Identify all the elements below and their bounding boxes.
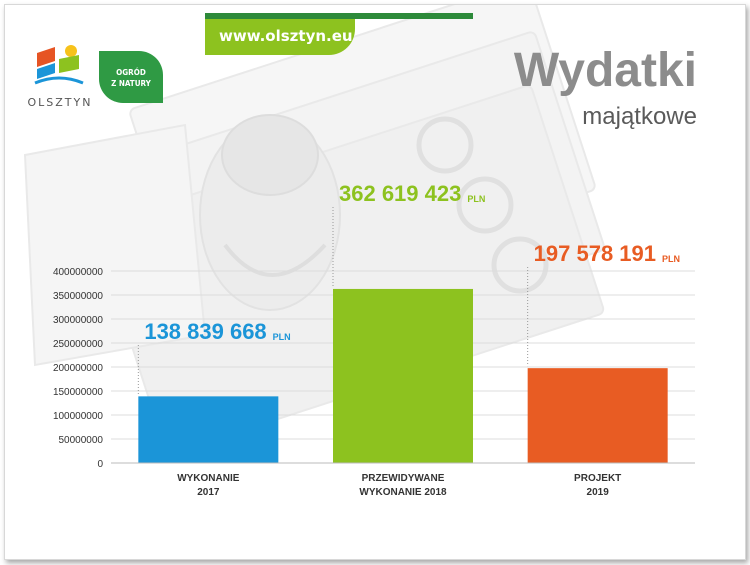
olsztyn-logo-text: OLSZTYN: [27, 96, 93, 109]
url-tab: [205, 19, 355, 55]
page-subtitle: majątkowe: [582, 103, 697, 130]
bar: [527, 368, 668, 463]
x-category-label: 2019: [587, 487, 610, 498]
olsztyn-logo: [34, 45, 84, 85]
y-tick-label: 250000000: [53, 339, 103, 350]
bar: [138, 396, 279, 463]
x-category-label: PROJEKT: [574, 473, 621, 484]
unit-label: PLN: [273, 332, 291, 342]
banknote-background-image: [23, 5, 605, 455]
y-tick-label: 100000000: [53, 411, 103, 422]
unit-label: PLN: [467, 194, 485, 204]
y-tick-label: 300000000: [53, 315, 103, 326]
y-tick-label: 200000000: [53, 363, 103, 374]
y-tick-label: 0: [97, 459, 103, 470]
x-category-label: PRZEWIDYWANE: [362, 473, 445, 484]
ogrod-logo-line1: OGRÓD: [116, 68, 146, 77]
unit-label: PLN: [662, 254, 680, 264]
x-category-label: WYKONANIE: [177, 473, 240, 484]
bar-chart: 0 50000000 100000000 150000000 200000000 2500…: [53, 181, 695, 498]
data-label: 138 839 668: [144, 319, 266, 344]
top-accent-line: [205, 13, 473, 19]
slide: www.olsztyn.eu OLSZTYN OGRÓD Z NATURY Wy…: [4, 4, 746, 560]
y-tick-label: 150000000: [53, 387, 103, 398]
y-tick-label: 400000000: [53, 267, 103, 278]
data-label: 197 578 191: [534, 241, 656, 266]
y-tick-label: 50000000: [59, 435, 104, 446]
bar: [333, 288, 473, 463]
ogrod-logo-line2: Z NATURY: [111, 79, 151, 88]
y-tick-label: 350000000: [53, 291, 103, 302]
x-category-label: 2017: [197, 487, 220, 498]
page-title: Wydatki: [513, 44, 697, 97]
data-label: 362 619 423: [339, 181, 461, 206]
website-url[interactable]: www.olsztyn.eu: [219, 27, 353, 45]
ogrod-z-natury-logo: OGRÓD Z NATURY: [99, 51, 163, 103]
x-category-label: WYKONANIE 2018: [359, 487, 447, 498]
